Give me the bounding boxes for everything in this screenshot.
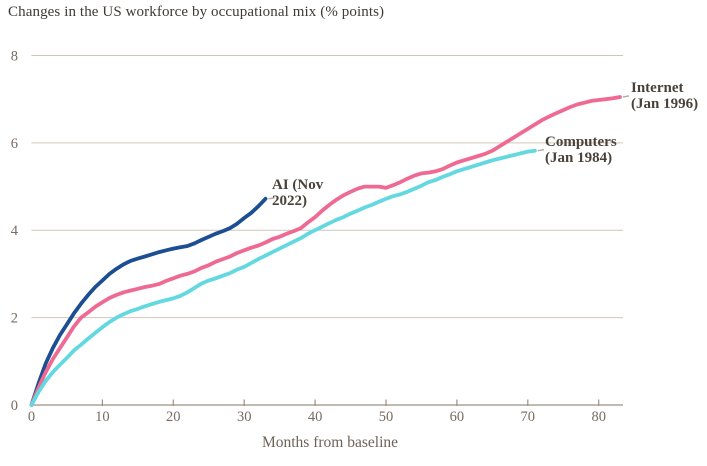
chart-title: Changes in the US workforce by occupatio…	[8, 4, 385, 20]
series-label-computers: Computers (Jan 1984)	[545, 134, 617, 166]
y-tick-label-6: 6	[11, 136, 18, 152]
series-line-ai	[29, 196, 268, 407]
y-tick-label-0: 0	[11, 398, 18, 414]
x-tick-label-20: 20	[166, 409, 181, 425]
series-line-internet	[29, 95, 622, 407]
x-tick-label-40: 40	[308, 409, 323, 425]
series-label-internet: Internet (Jan 1996)	[631, 80, 699, 112]
x-tick-label-80: 80	[591, 409, 606, 425]
x-axis-title: Months from baseline	[261, 434, 399, 451]
x-tick-label-50: 50	[379, 409, 394, 425]
y-tick-label-4: 4	[11, 223, 19, 239]
y-tick-label-8: 8	[11, 48, 18, 64]
label-connector	[622, 95, 630, 98]
x-tick-label-30: 30	[237, 409, 252, 425]
x-tick-label-0: 0	[28, 409, 35, 425]
x-tick-label-60: 60	[450, 409, 465, 425]
series-label-ai: AI (Nov 2022)	[272, 177, 324, 209]
x-tick-label-10: 10	[95, 409, 110, 425]
label-connector	[268, 197, 275, 200]
y-tick-label-2: 2	[11, 311, 18, 327]
x-tick-label-70: 70	[521, 409, 536, 425]
series-line-computers	[29, 148, 537, 407]
label-connector	[537, 149, 545, 152]
